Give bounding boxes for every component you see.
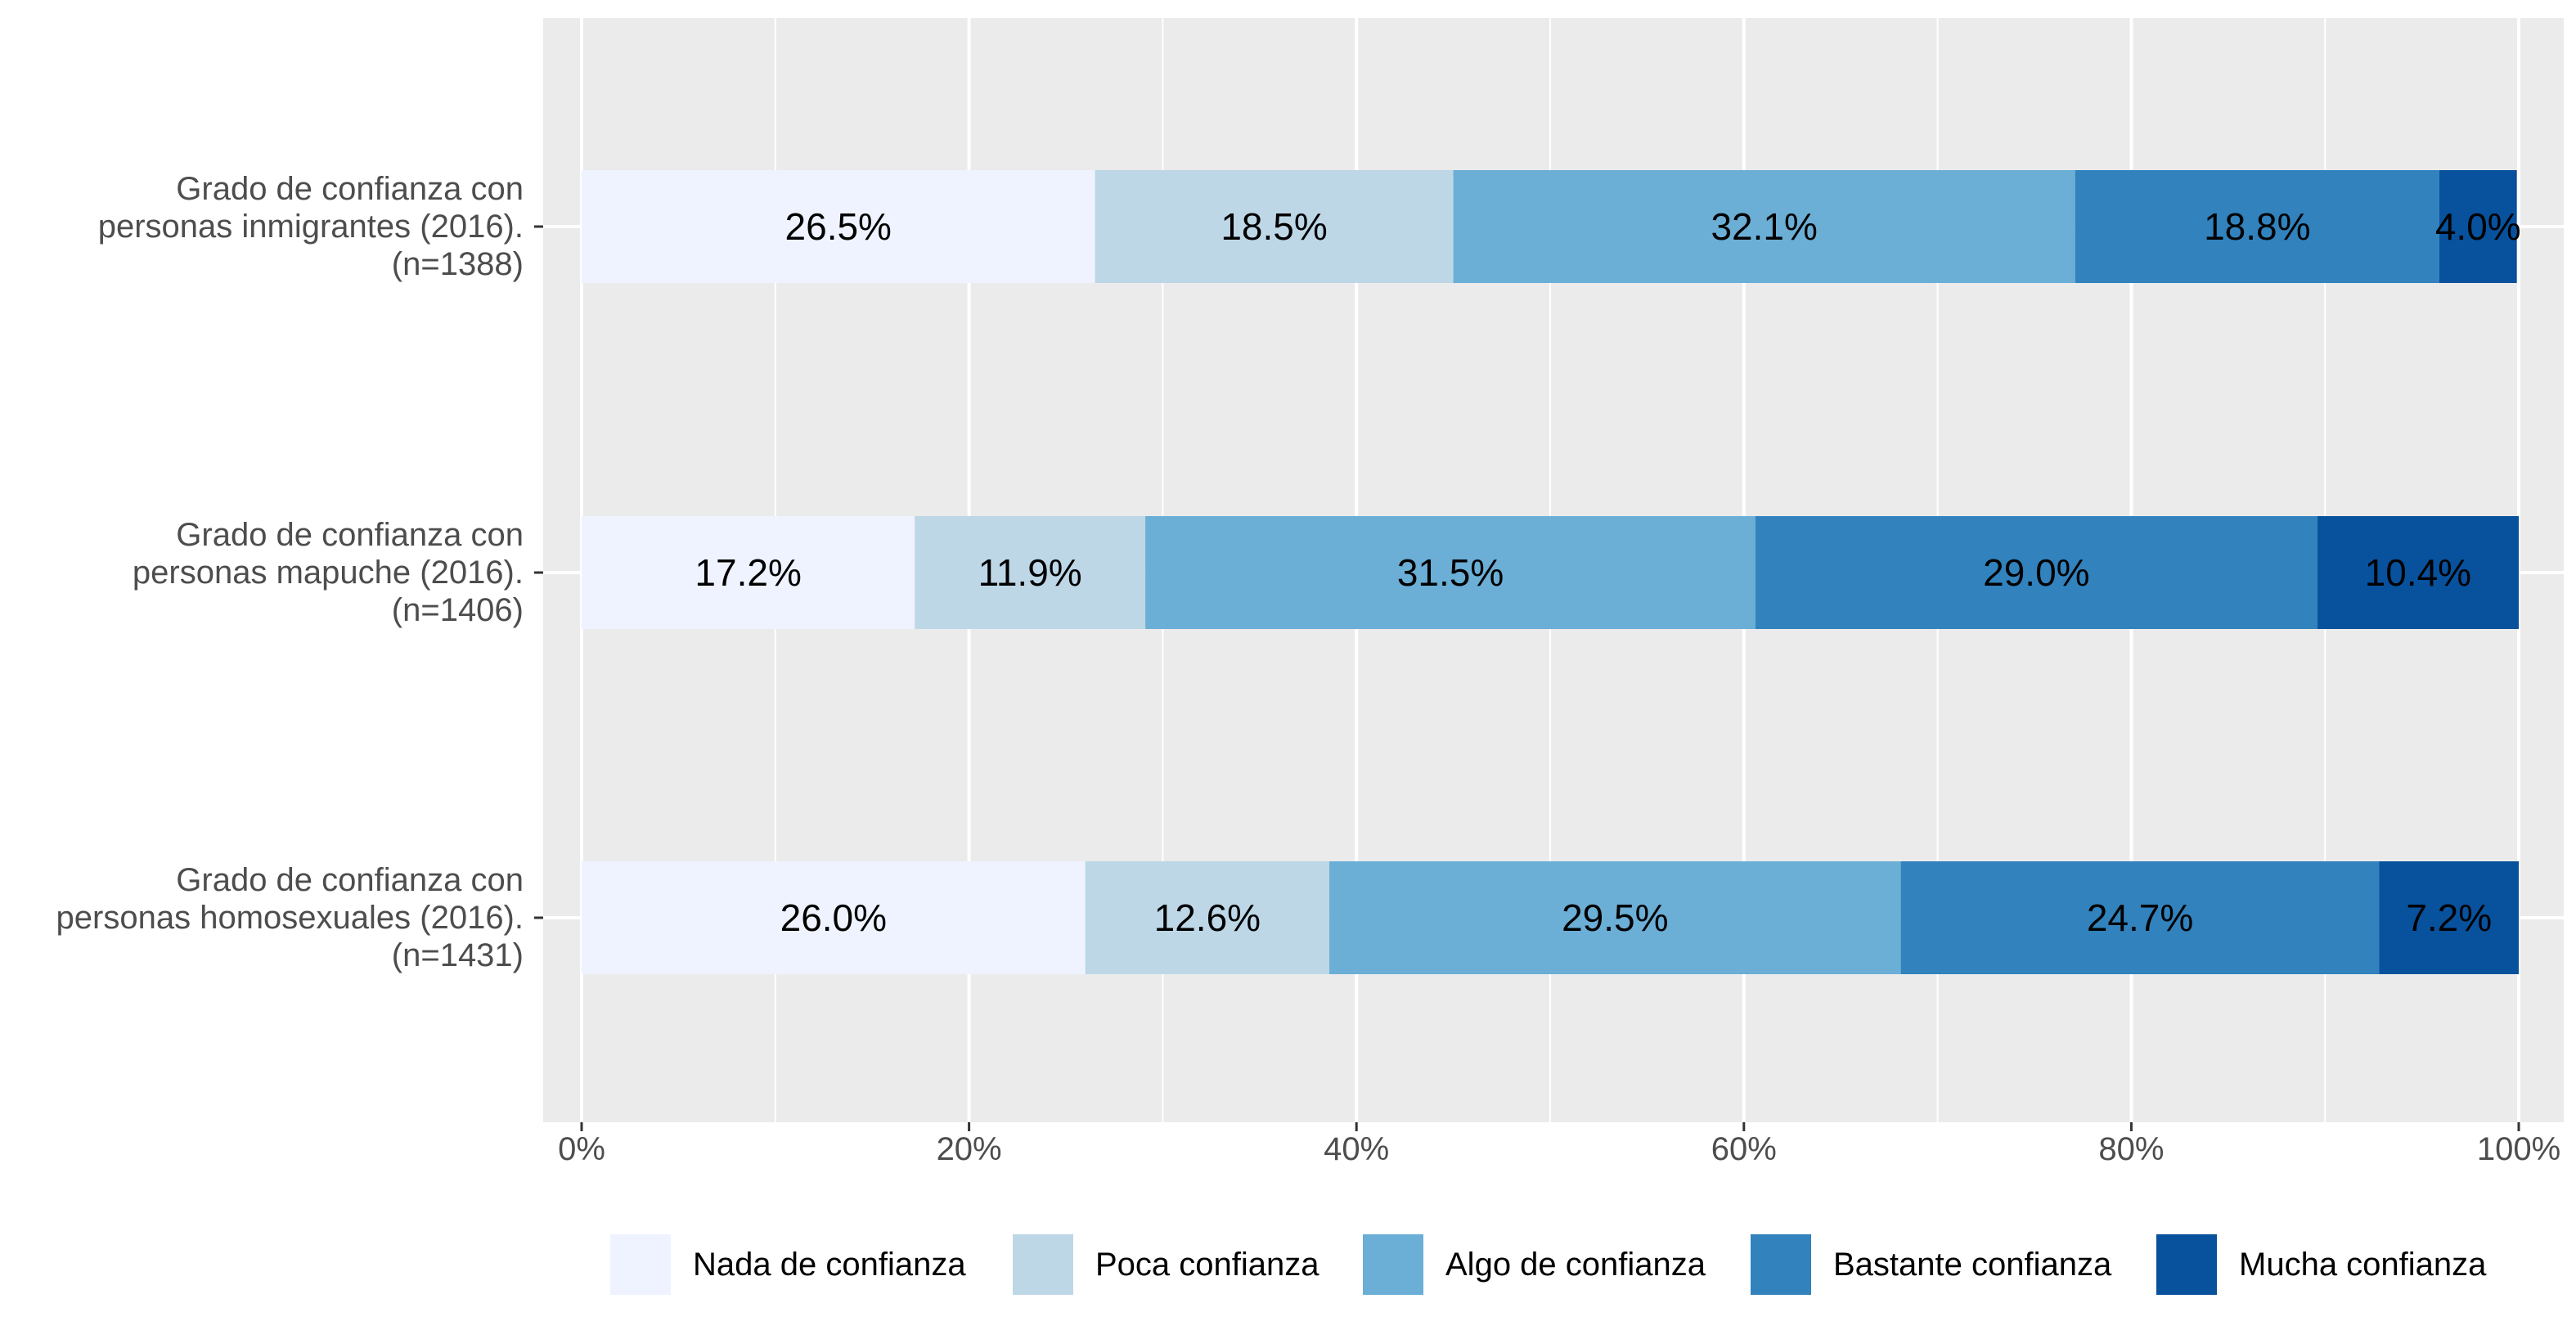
bar-segment — [2379, 861, 2519, 974]
data-labels: 26.5% 18.5% 32.1% 18.8% 4.0% 17.2% 11.9% 31.5% 2… — [695, 205, 2520, 939]
x-tick-label: 40% — [1324, 1131, 1389, 1167]
bar-segment — [1453, 170, 2075, 283]
bar-segment — [2075, 170, 2439, 283]
category-label: Grado de confianza con personas mapuche (… — [133, 517, 524, 628]
data-label: 32.1% — [1711, 205, 1817, 248]
bar-segment — [915, 516, 1146, 629]
bar-segment — [2317, 516, 2519, 629]
legend-key — [1361, 1233, 1425, 1296]
x-tick-label: 0% — [558, 1131, 605, 1167]
data-label: 17.2% — [695, 551, 801, 594]
bar-segment — [582, 170, 1095, 283]
bar-segment — [2439, 170, 2517, 283]
data-label: 10.4% — [2365, 551, 2471, 594]
legend: Nada de confianza Poca confianza Algo de c… — [609, 1233, 2487, 1296]
legend-label: Poca confianza — [1095, 1247, 1319, 1283]
legend-key — [1749, 1233, 1813, 1296]
data-label: 29.5% — [1562, 896, 1668, 939]
bar-segment — [582, 861, 1086, 974]
bar-segment — [1145, 516, 1756, 629]
legend-key — [1011, 1233, 1075, 1296]
category-label: Grado de confianza con personas inmigrant… — [98, 171, 524, 282]
category-label: Grado de confianza con personas homosexua… — [56, 862, 524, 973]
bar-segment — [1095, 170, 1454, 283]
legend-label: Bastante confianza — [1833, 1247, 2112, 1283]
data-label: 26.5% — [785, 205, 892, 248]
bar-segment — [1329, 861, 1901, 974]
data-label: 29.0% — [1983, 551, 2089, 594]
data-label: 24.7% — [2087, 896, 2193, 939]
legend-key — [609, 1233, 672, 1296]
bar-segment — [582, 516, 915, 629]
legend-label: Nada de confianza — [693, 1247, 966, 1283]
data-label: 7.2% — [2406, 896, 2492, 939]
bar-segment — [1756, 516, 2318, 629]
x-axis: 0% 20% 40% 60% 80% 100% — [558, 1122, 2560, 1167]
data-label: 31.5% — [1397, 551, 1504, 594]
legend-label: Mucha confianza — [2239, 1247, 2487, 1283]
data-label: 4.0% — [2435, 205, 2521, 248]
data-label: 11.9% — [978, 551, 1082, 594]
x-tick-label: 20% — [937, 1131, 1002, 1167]
legend-label: Algo de confianza — [1445, 1247, 1706, 1283]
bars — [582, 170, 2519, 974]
y-axis: Grado de confianza con personas inmigrant… — [56, 171, 543, 973]
bar-segment — [1085, 861, 1330, 974]
x-tick-label: 60% — [1711, 1131, 1777, 1167]
data-label: 12.6% — [1154, 896, 1261, 939]
data-label: 26.0% — [780, 896, 887, 939]
bar-segment — [1900, 861, 2380, 974]
data-label: 18.5% — [1221, 205, 1327, 248]
legend-key — [2155, 1233, 2219, 1296]
x-tick-label: 80% — [2098, 1131, 2164, 1167]
data-label: 18.8% — [2204, 205, 2310, 248]
x-tick-label: 100% — [2477, 1131, 2560, 1167]
